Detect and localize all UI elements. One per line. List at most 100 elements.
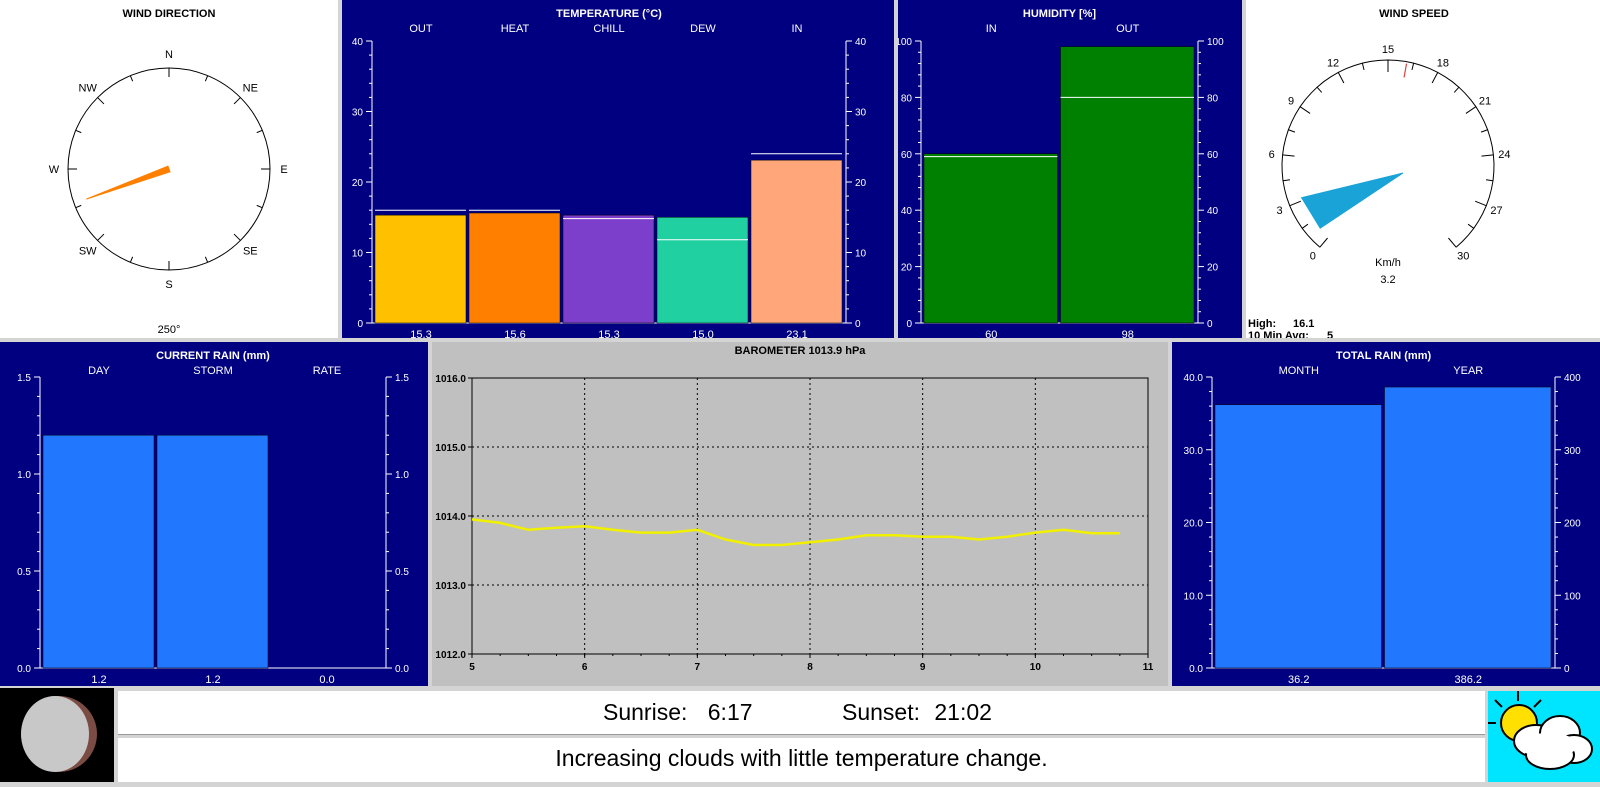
- compass-label: SE: [243, 245, 258, 257]
- compass-label: S: [165, 279, 172, 291]
- y-tick-label: 1.5: [17, 373, 31, 384]
- panel-title: WIND DIRECTION: [123, 8, 216, 20]
- bar-value: 1.2: [91, 674, 106, 686]
- y-tick-label-right: 400: [1564, 373, 1581, 384]
- data-bar: [156, 434, 269, 669]
- y-tick-label: 40: [352, 37, 364, 48]
- compass-label: NW: [79, 83, 98, 95]
- gauge-label: 12: [1327, 58, 1339, 70]
- high-value: 16.1: [1293, 318, 1314, 330]
- bar-label: MONTH: [1279, 365, 1319, 377]
- y-tick-label: 100: [898, 37, 912, 48]
- high-label: High:: [1248, 318, 1276, 330]
- bar-label: STORM: [193, 365, 233, 377]
- gauge-tick: [1411, 63, 1415, 71]
- bar-value: 36.2: [1288, 674, 1309, 686]
- gauge-tick: [1289, 200, 1302, 207]
- gauge-tick: [1431, 72, 1439, 84]
- y-tick-label-right: 10: [855, 249, 867, 260]
- gauge-tick: [1485, 179, 1494, 182]
- sunrise-label: Sunrise:: [603, 699, 688, 725]
- gauge-label: 27: [1490, 205, 1502, 217]
- wind-direction-compass: WIND DIRECTION N NE E SE S SW W NW 250°: [49, 8, 288, 336]
- bar-value: 15.6: [504, 329, 525, 338]
- speed-value: 3.2: [1380, 274, 1395, 286]
- bar-label: OUT: [1116, 23, 1140, 35]
- y-tick-label-right: 100: [1207, 37, 1224, 48]
- compass-tick: [129, 75, 134, 82]
- gauge-tick: [1299, 106, 1311, 114]
- gauge-tick: [1474, 200, 1487, 207]
- data-bar: [562, 214, 655, 324]
- x-tick-label: 11: [1143, 662, 1154, 673]
- y-tick-label-right: 0.0: [395, 664, 409, 675]
- compass-label: SW: [79, 245, 97, 257]
- y-tick-label-right: 0.5: [395, 567, 409, 578]
- chart-title: CURRENT RAIN (mm): [156, 350, 270, 362]
- wind-speed-gauge: WIND SPEED 0 3 6 9 12 15 18 21 24 27 30 Km/h 3.2 High:…: [1248, 8, 1510, 338]
- wind-speed-panel: WIND SPEED 0 3 6 9 12 15 18 21 24 27 30 Km/h 3.2 High:…: [1246, 0, 1600, 338]
- y-tick-label-right: 300: [1564, 446, 1581, 457]
- compass-label: E: [280, 164, 287, 176]
- bar-value: 60: [985, 329, 997, 338]
- wind-direction-degrees: 250°: [158, 324, 181, 336]
- gauge-label: 30: [1457, 251, 1469, 263]
- gauge-tick: [1467, 223, 1475, 229]
- humidity-chart: HUMIDITY [%] 0 0 20 20 40 40 60 60 80 80 100 100 IN 60…: [898, 8, 1224, 338]
- bar-value: 15.0: [692, 329, 713, 338]
- data-bar: [1214, 404, 1382, 669]
- y-tick-label: 1016.0: [435, 374, 466, 385]
- data-bar: [42, 434, 155, 669]
- temperature-panel: TEMPERATURE (°C) 0 0 10 10 20 20 30 30 40 40 OUT 15.…: [342, 0, 894, 338]
- bar-label: IN: [986, 23, 997, 35]
- gauge-label: 6: [1269, 149, 1275, 161]
- gust-marker: [1403, 63, 1408, 78]
- y-tick-label: 40: [901, 206, 913, 217]
- y-tick-label: 10.0: [1184, 591, 1204, 602]
- bar-value: 0.0: [319, 674, 334, 686]
- gauge-label: 18: [1437, 58, 1449, 70]
- gauge-label: 9: [1288, 96, 1294, 108]
- compass-tick: [233, 97, 241, 105]
- gauge-label: 21: [1479, 96, 1491, 108]
- compass-tick: [256, 129, 263, 134]
- y-tick-label: 0.0: [1189, 664, 1203, 675]
- compass-tick: [97, 233, 105, 241]
- avg-label: 10 Min Avg:: [1248, 330, 1309, 338]
- wind-direction-needle: [86, 165, 171, 200]
- speed-unit: Km/h: [1375, 257, 1401, 269]
- y-tick-label-right: 0: [855, 319, 861, 330]
- forecast-text: Increasing clouds with little temperatur…: [555, 745, 1048, 771]
- sun-times-bar: Sunrise: 6:17 Sunset: 21:02: [118, 691, 1485, 735]
- bar-value: 386.2: [1454, 674, 1482, 686]
- y-tick-label-right: 20: [1207, 263, 1219, 274]
- avg-value: 5: [1327, 330, 1333, 338]
- data-bar: [1060, 46, 1195, 324]
- bar-label: CHILL: [593, 23, 624, 35]
- forecast-bar: Increasing clouds with little temperatur…: [118, 738, 1485, 782]
- x-tick-label: 8: [807, 662, 813, 673]
- compass-tick: [204, 256, 209, 263]
- y-tick-label-right: 1.0: [395, 470, 409, 481]
- sunrise-time: 6:17: [707, 699, 753, 725]
- x-tick-label: 6: [582, 662, 588, 673]
- compass-tick: [97, 97, 105, 105]
- y-tick-label-right: 1.5: [395, 373, 409, 384]
- x-tick-label: 7: [695, 662, 701, 673]
- y-tick-label: 1012.0: [435, 650, 466, 661]
- gauge-tick: [1319, 237, 1328, 248]
- y-tick-label: 0.0: [17, 664, 31, 675]
- gauge-tick: [1288, 129, 1296, 133]
- y-tick-label-right: 200: [1564, 519, 1581, 530]
- compass-label: N: [165, 49, 173, 61]
- data-bar: [1384, 386, 1552, 669]
- y-tick-label: 20: [352, 178, 364, 189]
- gauge-tick: [1481, 154, 1494, 157]
- bar-label: OUT: [409, 23, 433, 35]
- pressure-line: [471, 518, 1120, 547]
- compass-label: W: [49, 164, 60, 176]
- barometer-panel: BAROMETER 1013.9 hPa 1012.0 1013.0 1014.0 10…: [432, 342, 1168, 686]
- data-bar: [468, 212, 561, 324]
- data-bar: [656, 217, 749, 324]
- sunset-label: Sunset:: [842, 699, 920, 725]
